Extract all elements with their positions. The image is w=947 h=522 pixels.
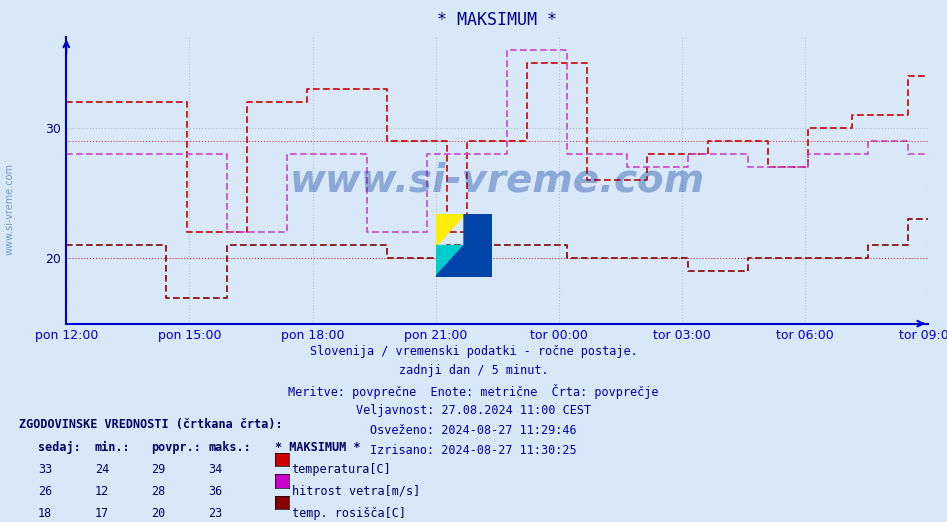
Text: temp. rosišča[C]: temp. rosišča[C] [292,507,405,520]
Text: temperatura[C]: temperatura[C] [292,463,391,476]
Text: Veljavnost: 27.08.2024 11:00 CEST: Veljavnost: 27.08.2024 11:00 CEST [356,404,591,417]
Text: 17: 17 [95,507,109,520]
Polygon shape [436,214,464,245]
Text: 29: 29 [152,463,166,476]
Text: www.si-vreme.com: www.si-vreme.com [5,163,15,255]
Text: Izrisano: 2024-08-27 11:30:25: Izrisano: 2024-08-27 11:30:25 [370,444,577,457]
Text: 28: 28 [152,485,166,498]
Text: 26: 26 [38,485,52,498]
Text: sedaj:: sedaj: [38,441,80,454]
Polygon shape [436,245,464,277]
Polygon shape [436,214,492,277]
Text: * MAKSIMUM *: * MAKSIMUM * [275,441,360,454]
Text: 34: 34 [208,463,223,476]
Text: 33: 33 [38,463,52,476]
Text: 20: 20 [152,507,166,520]
Text: 24: 24 [95,463,109,476]
Text: www.si-vreme.com: www.si-vreme.com [290,161,705,199]
Text: Meritve: povprečne  Enote: metrične  Črta: povprečje: Meritve: povprečne Enote: metrične Črta:… [288,384,659,399]
Text: ZGODOVINSKE VREDNOSTI (črtkana črta):: ZGODOVINSKE VREDNOSTI (črtkana črta): [19,418,282,431]
Text: Osveženo: 2024-08-27 11:29:46: Osveženo: 2024-08-27 11:29:46 [370,424,577,437]
Text: min.:: min.: [95,441,131,454]
Text: Slovenija / vremenski podatki - ročne postaje.: Slovenija / vremenski podatki - ročne po… [310,345,637,358]
Title: * MAKSIMUM *: * MAKSIMUM * [438,11,557,29]
Text: 12: 12 [95,485,109,498]
Text: hitrost vetra[m/s]: hitrost vetra[m/s] [292,485,420,498]
Text: 23: 23 [208,507,223,520]
Text: maks.:: maks.: [208,441,251,454]
Text: zadnji dan / 5 minut.: zadnji dan / 5 minut. [399,364,548,377]
Text: 36: 36 [208,485,223,498]
Text: povpr.:: povpr.: [152,441,202,454]
Text: 18: 18 [38,507,52,520]
